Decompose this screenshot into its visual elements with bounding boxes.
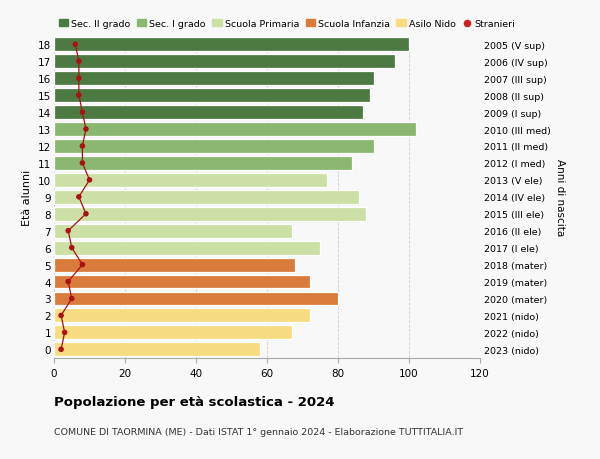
Bar bbox=[54, 207, 367, 221]
Bar bbox=[54, 72, 373, 86]
Point bbox=[74, 58, 83, 66]
Bar bbox=[54, 309, 310, 323]
Point bbox=[74, 75, 83, 83]
Point bbox=[77, 160, 87, 167]
Point bbox=[67, 295, 77, 302]
Point bbox=[81, 211, 91, 218]
Y-axis label: Età alunni: Età alunni bbox=[22, 169, 32, 225]
Bar bbox=[54, 38, 409, 52]
Text: COMUNE DI TAORMINA (ME) - Dati ISTAT 1° gennaio 2024 - Elaborazione TUTTITALIA.I: COMUNE DI TAORMINA (ME) - Dati ISTAT 1° … bbox=[54, 427, 463, 436]
Bar bbox=[54, 106, 363, 120]
Bar bbox=[54, 275, 310, 289]
Point bbox=[64, 228, 73, 235]
Bar bbox=[54, 241, 320, 255]
Bar bbox=[54, 123, 416, 137]
Bar bbox=[54, 174, 328, 187]
Point bbox=[77, 143, 87, 150]
Legend: Sec. II grado, Sec. I grado, Scuola Primaria, Scuola Infanzia, Asilo Nido, Stran: Sec. II grado, Sec. I grado, Scuola Prim… bbox=[59, 20, 515, 29]
Bar bbox=[54, 326, 292, 340]
Point bbox=[67, 245, 77, 252]
Point bbox=[56, 312, 66, 319]
Point bbox=[56, 346, 66, 353]
Point bbox=[85, 177, 94, 184]
Bar bbox=[54, 224, 292, 238]
Bar bbox=[54, 258, 295, 272]
Text: Popolazione per età scolastica - 2024: Popolazione per età scolastica - 2024 bbox=[54, 395, 335, 408]
Point bbox=[64, 278, 73, 285]
Point bbox=[77, 109, 87, 117]
Point bbox=[81, 126, 91, 134]
Bar bbox=[54, 89, 370, 103]
Bar bbox=[54, 342, 260, 357]
Bar bbox=[54, 190, 359, 204]
Point bbox=[60, 329, 70, 336]
Y-axis label: Anni di nascita: Anni di nascita bbox=[555, 159, 565, 236]
Bar bbox=[54, 157, 352, 170]
Point bbox=[71, 41, 80, 49]
Point bbox=[77, 261, 87, 269]
Bar bbox=[54, 140, 373, 154]
Bar bbox=[54, 292, 338, 306]
Point bbox=[74, 194, 83, 201]
Point bbox=[74, 92, 83, 100]
Bar bbox=[54, 55, 395, 69]
